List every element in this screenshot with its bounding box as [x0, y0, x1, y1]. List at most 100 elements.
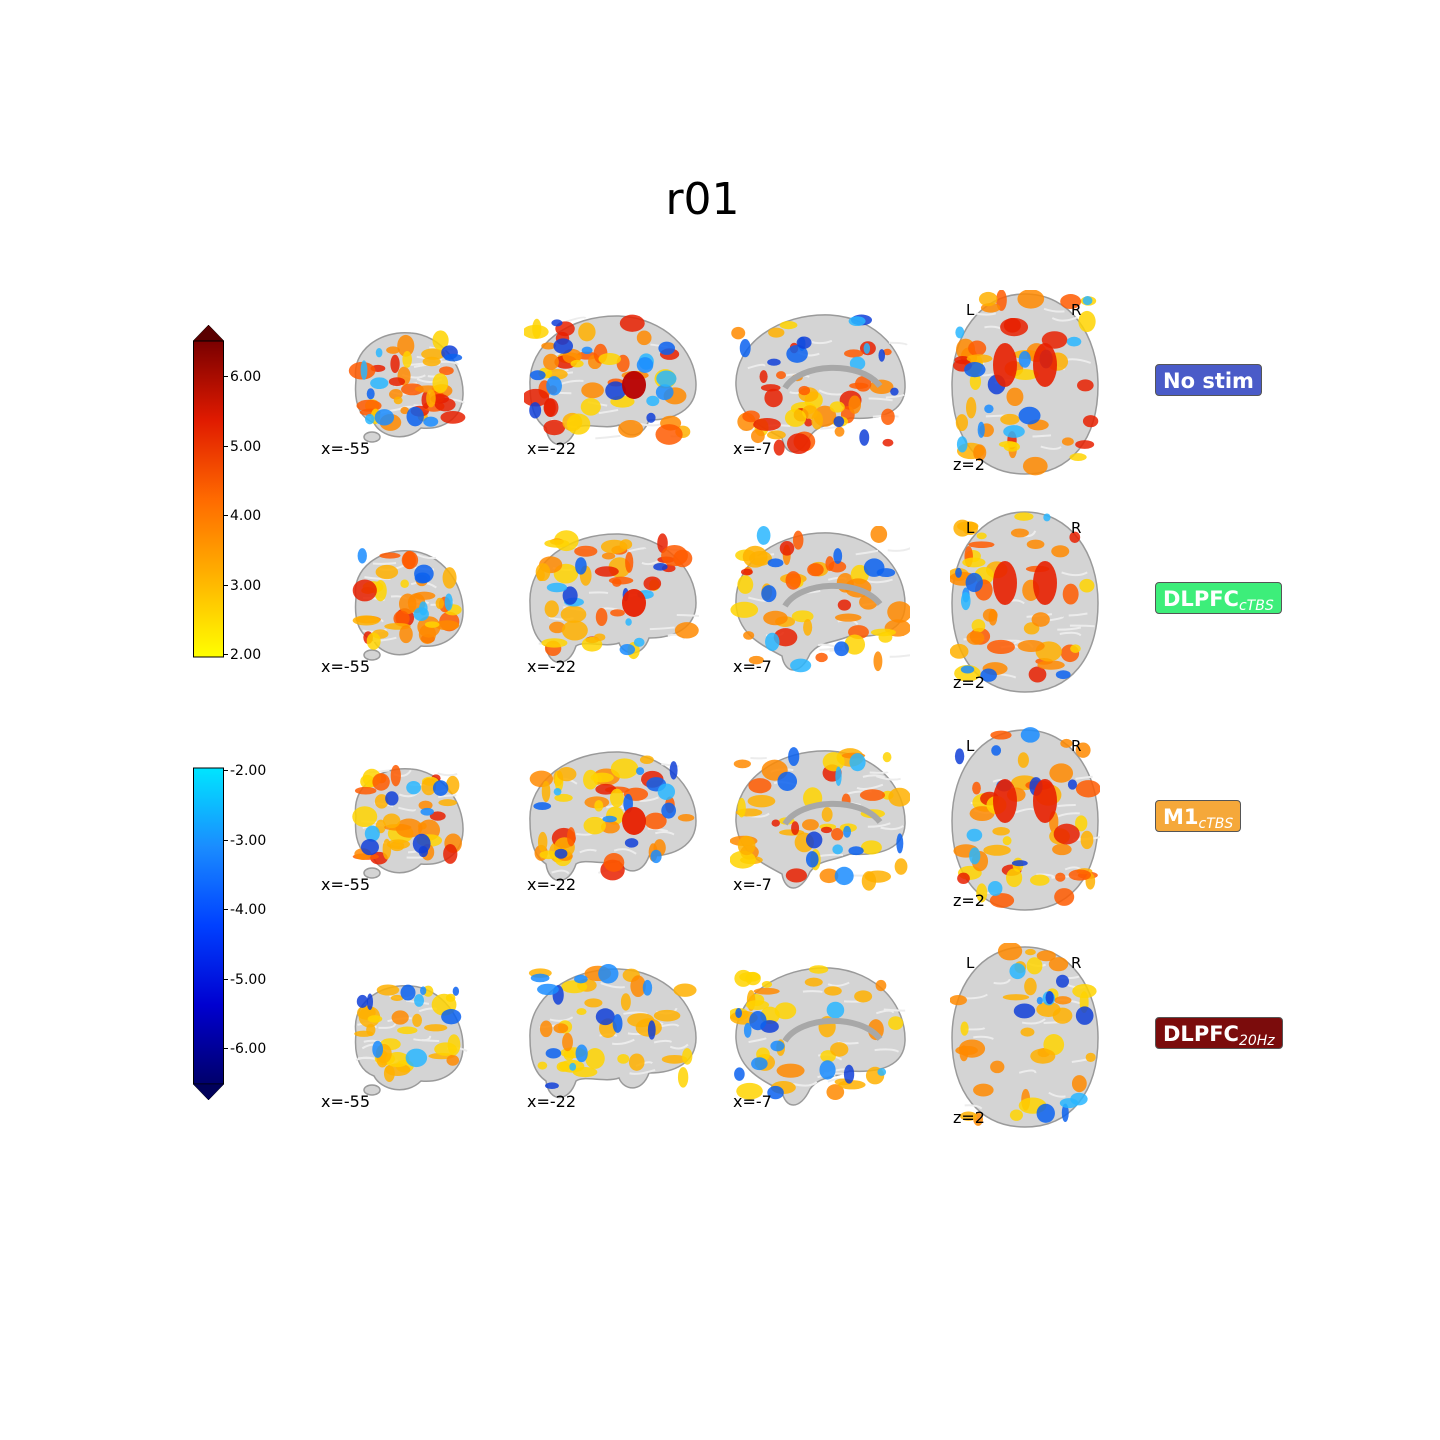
- activation-blob: [776, 371, 786, 379]
- activation-blob: [424, 1024, 447, 1031]
- activation-blob: [785, 409, 806, 427]
- activation-blob: [569, 1063, 576, 1071]
- activation-blob: [737, 798, 745, 818]
- activation-blob: [786, 868, 807, 882]
- colorbar-tick: 3.00: [230, 578, 261, 594]
- activation-blob: [835, 427, 845, 437]
- activation-blob: [862, 871, 876, 891]
- activation-blob: [400, 985, 415, 1001]
- activation-blob: [993, 561, 1017, 605]
- activation-blob: [761, 384, 781, 391]
- activation-blob: [420, 808, 433, 816]
- activation-blob: [1063, 584, 1079, 605]
- activation-blob: [967, 354, 993, 363]
- activation-blob: [538, 1062, 548, 1070]
- activation-blob: [620, 644, 636, 655]
- activation-blob: [400, 580, 409, 588]
- activation-blob: [743, 631, 754, 640]
- activation-blob: [598, 353, 621, 365]
- activation-blob: [544, 539, 569, 547]
- activation-blob: [844, 1065, 854, 1084]
- activation-blob: [972, 782, 981, 795]
- activation-blob: [440, 411, 465, 424]
- activation-blob: [740, 339, 751, 357]
- activation-blob: [555, 849, 568, 859]
- activation-blob: [551, 319, 562, 326]
- activation-blob: [370, 377, 388, 389]
- activation-blob: [878, 349, 885, 362]
- slice-coordinate: z=2: [953, 1109, 985, 1127]
- activation-blob: [367, 388, 375, 399]
- colorbar-tick: -2.00: [230, 763, 266, 779]
- activation-blob: [594, 800, 603, 811]
- activation-blob: [791, 821, 799, 835]
- activation-blob: [438, 799, 457, 806]
- activation-blob: [978, 422, 985, 438]
- activation-blob: [1067, 337, 1082, 347]
- activation-blob: [661, 803, 676, 819]
- activation-blob: [797, 336, 812, 348]
- activation-blob: [859, 429, 869, 446]
- activation-blob: [849, 753, 865, 771]
- activation-blob: [368, 1015, 383, 1023]
- activation-blob: [574, 975, 588, 983]
- activation-blob: [1054, 888, 1074, 906]
- orientation-right-label: R: [1071, 738, 1081, 754]
- brain-slice-lateral: [346, 543, 468, 663]
- activation-blob: [542, 781, 551, 802]
- activation-blob: [567, 414, 591, 435]
- activation-blob: [406, 1049, 427, 1068]
- orientation-left-label: L: [966, 955, 974, 971]
- activation-blob: [530, 771, 553, 788]
- activation-blob: [432, 373, 448, 393]
- colorbar-tick: 6.00: [230, 369, 261, 385]
- activation-blob: [788, 747, 799, 766]
- activation-blob: [1076, 780, 1100, 797]
- activation-blob: [355, 787, 377, 795]
- activation-blob: [881, 409, 895, 425]
- activation-blob: [1006, 868, 1022, 887]
- activation-blob: [581, 398, 601, 416]
- activation-blob: [386, 346, 400, 353]
- activation-blob: [653, 563, 667, 571]
- activation-blob: [414, 994, 424, 1007]
- activation-blob: [444, 354, 462, 362]
- activation-blob: [536, 563, 551, 581]
- activation-blob: [1083, 415, 1098, 427]
- activation-blob: [993, 779, 1017, 823]
- activation-blob: [540, 1021, 552, 1038]
- slice-coordinate: x=-22: [527, 658, 576, 676]
- activation-blob: [864, 343, 871, 354]
- activation-blob: [530, 370, 546, 380]
- activation-blob: [596, 1008, 615, 1025]
- brain-slice-lateral: [346, 761, 468, 881]
- activation-blob: [983, 845, 1010, 856]
- activation-blob: [1075, 440, 1094, 449]
- activation-blob: [861, 840, 882, 854]
- activation-blob: [557, 1062, 570, 1072]
- activation-blob: [622, 807, 646, 835]
- activation-blob: [895, 858, 908, 875]
- colorbar-negative: [193, 767, 224, 1100]
- activation-blob: [754, 988, 780, 995]
- orientation-left-label: L: [966, 302, 974, 318]
- orientation-left-label: L: [966, 520, 974, 536]
- brain-slice-sagittal-medial: [730, 744, 910, 896]
- activation-blob: [751, 1057, 768, 1070]
- figure-title: r01: [0, 172, 1405, 228]
- slice-coordinate: z=2: [953, 456, 985, 474]
- activation-blob: [1004, 442, 1020, 452]
- activation-blob: [967, 631, 985, 645]
- activation-blob: [805, 978, 823, 987]
- activation-blob: [835, 767, 841, 786]
- activation-blob: [553, 1023, 568, 1033]
- colorbar-tick: -4.00: [230, 902, 266, 918]
- activation-blob: [585, 1048, 604, 1069]
- activation-blob: [786, 571, 802, 590]
- activation-blob: [1077, 379, 1094, 391]
- activation-blob: [543, 354, 559, 370]
- colorbar-tick: -3.00: [230, 833, 266, 849]
- activation-blob: [646, 413, 655, 423]
- activation-blob: [423, 357, 441, 367]
- activation-blob: [806, 832, 822, 849]
